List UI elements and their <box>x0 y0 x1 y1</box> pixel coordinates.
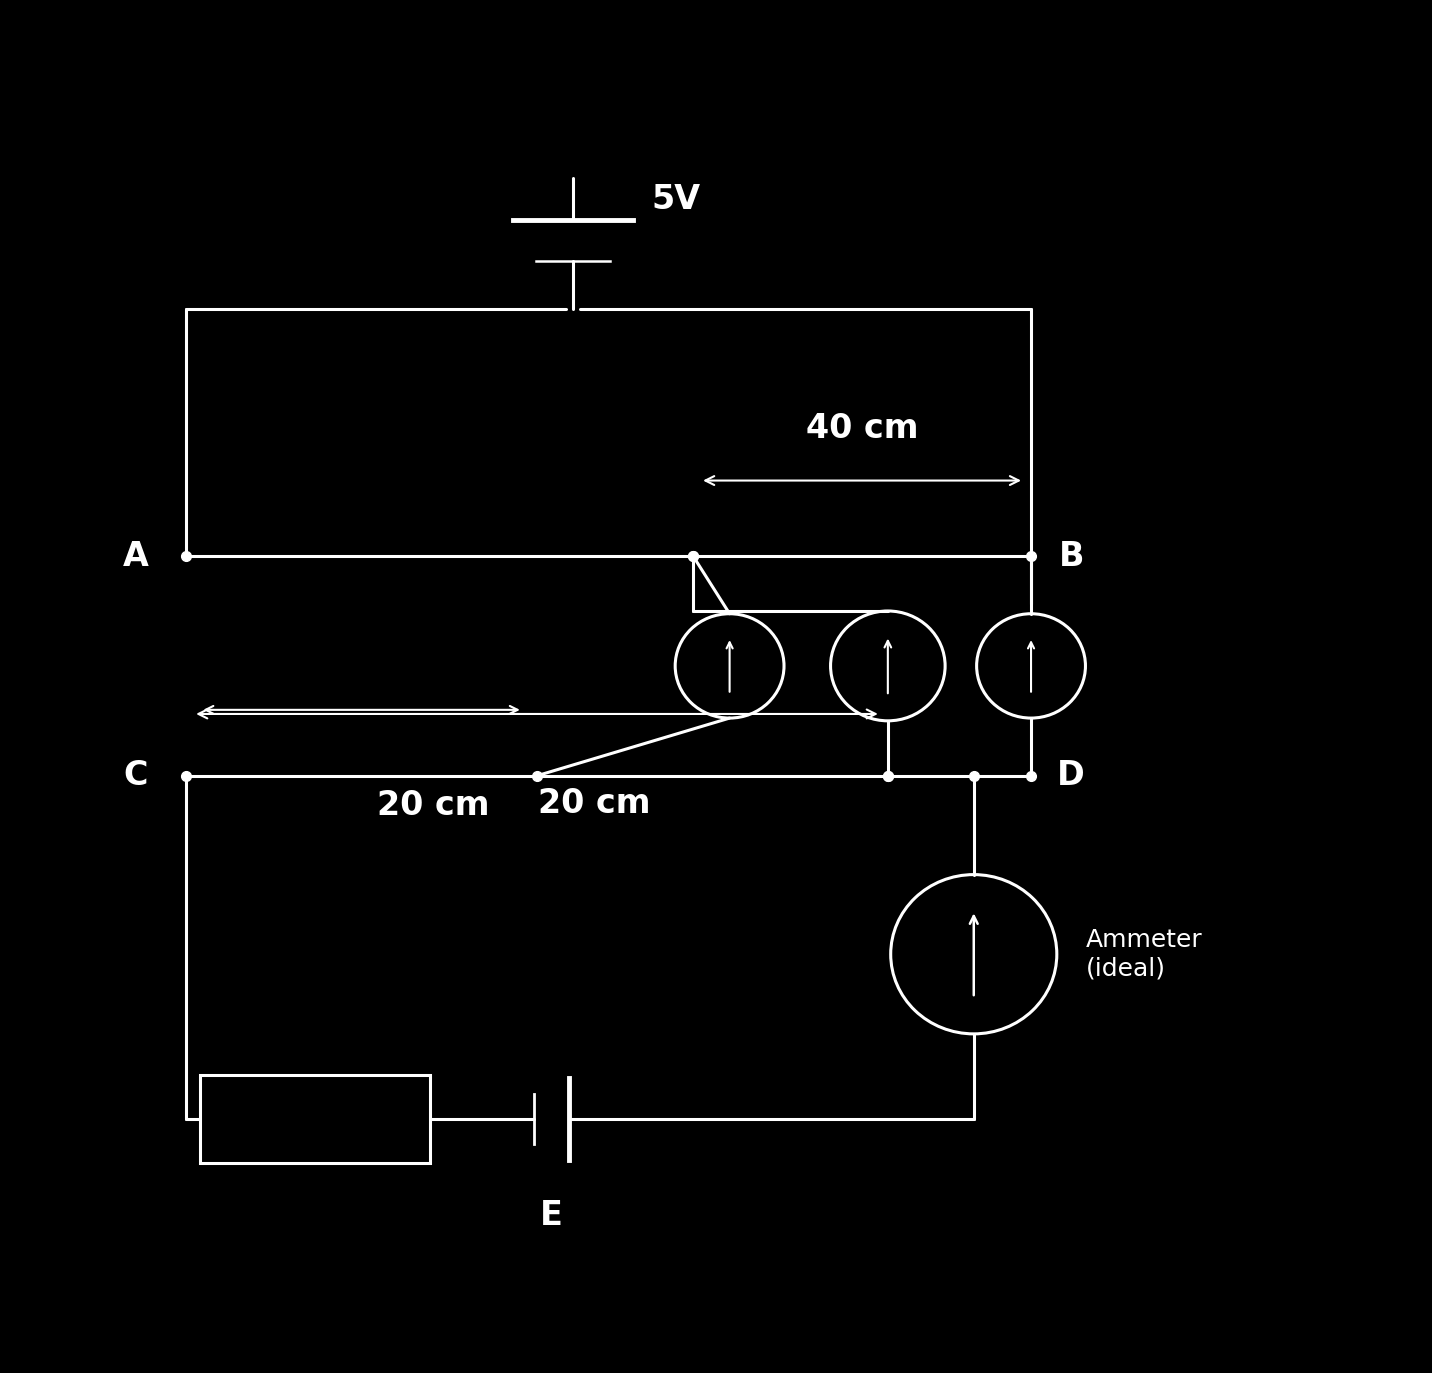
Text: E: E <box>540 1199 563 1232</box>
Text: 20 cm: 20 cm <box>538 787 650 820</box>
Text: A: A <box>123 540 149 573</box>
Text: 5V: 5V <box>652 183 700 216</box>
Text: 40 cm: 40 cm <box>806 412 918 445</box>
Text: C: C <box>123 759 149 792</box>
Text: B: B <box>1058 540 1084 573</box>
Text: D: D <box>1057 759 1085 792</box>
Text: 20 cm: 20 cm <box>377 789 490 822</box>
Text: Ammeter
(ideal): Ammeter (ideal) <box>1085 928 1203 980</box>
